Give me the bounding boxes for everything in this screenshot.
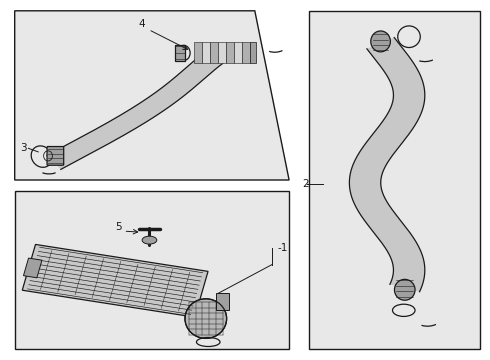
Polygon shape [349,37,425,292]
FancyBboxPatch shape [47,147,64,165]
Ellipse shape [371,31,391,52]
Bar [22,244,208,317]
Ellipse shape [394,279,415,300]
Text: -1: -1 [278,243,288,253]
Ellipse shape [142,236,157,244]
Bar [24,258,42,278]
Text: 4: 4 [139,19,146,29]
Bar [309,11,480,349]
Text: 5: 5 [115,222,122,233]
Bar [250,42,256,63]
Bar [242,42,250,63]
Bar [234,42,242,63]
Text: 2: 2 [302,179,309,189]
Text: 3: 3 [20,143,26,153]
Bar [210,42,218,63]
Bar [218,42,226,63]
Bar [194,42,201,63]
Polygon shape [15,11,289,180]
Bar [15,191,289,349]
Bar [175,45,185,61]
Polygon shape [47,48,227,170]
Bar [201,42,210,63]
Bar [216,293,229,310]
Bar [226,42,234,63]
Ellipse shape [185,299,226,338]
